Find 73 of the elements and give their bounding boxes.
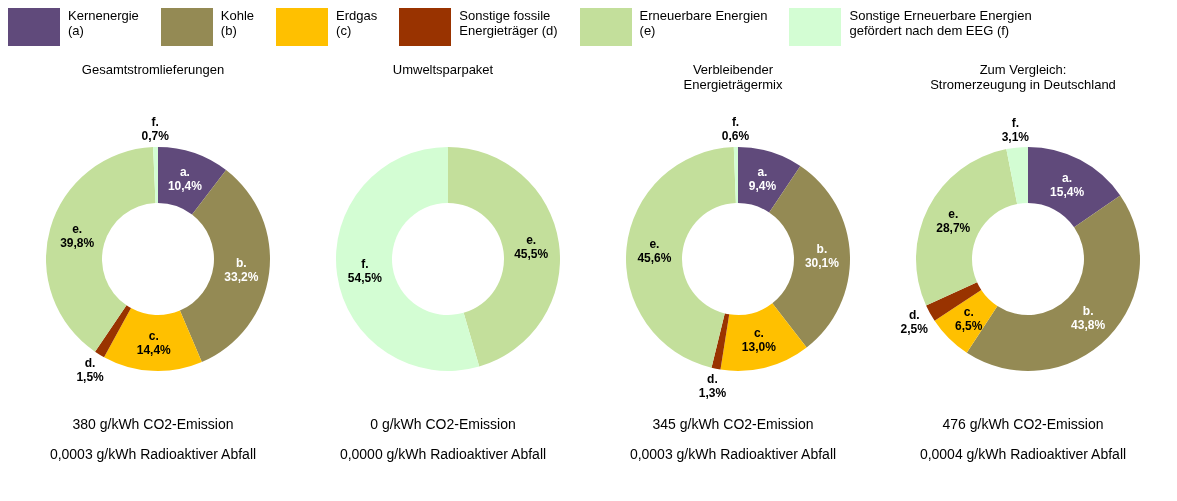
slice-label: c. (148, 328, 159, 343)
slice-label: b. (1082, 303, 1094, 318)
slice-label: f. (361, 256, 369, 271)
text: 0,0003 g/kWh Radioaktiver Abfall (49, 446, 257, 462)
text: Erneuerbare Energien (e) (639, 8, 768, 38)
data-label: 0,7% (141, 129, 170, 144)
donut-slice (1006, 147, 1028, 205)
slice-label: e. (72, 222, 83, 237)
text: 380 g/kWh CO2-Emission (72, 416, 234, 432)
chart-title: Umweltsparpaket (392, 62, 494, 79)
donut-slice (158, 147, 227, 215)
data-label: 30,1% (804, 256, 840, 271)
text: 345 g/kWh CO2-Emission (652, 416, 814, 432)
donut-slice (711, 313, 730, 370)
donut-slice (104, 308, 202, 371)
text: Kernenergie (a) (68, 8, 139, 38)
slice-label: a. (757, 164, 768, 179)
slice-label: e. (649, 236, 660, 251)
donut-slice (626, 147, 736, 368)
slice-label: b. (816, 242, 828, 257)
slice-label: e. (948, 206, 959, 221)
slice-label: d. (84, 355, 96, 370)
donut-slice (448, 147, 560, 367)
slice-label: c. (753, 326, 764, 341)
slice-label: d. (707, 372, 718, 387)
donut-slice (733, 147, 738, 204)
donut-slice (720, 303, 807, 371)
chart-title: Zum Vergleich: Stromerzeugung in Deutschland (930, 62, 1116, 94)
text: 0,0000 g/kWh Radioaktiver Abfall (339, 446, 547, 462)
text: 0 g/kWh CO2-Emission (370, 416, 516, 432)
data-label: 0,6% (721, 129, 750, 144)
text: 476 g/kWh CO2-Emission (942, 416, 1104, 432)
data-label: 33,2% (224, 269, 259, 284)
text: Kohle (b) (220, 8, 255, 38)
data-label: 13,0% (741, 340, 777, 355)
data-label: 10,4% (167, 179, 203, 194)
text: Sonstige Erneuerbare Energien gefördert nach dem EEG (f) (849, 8, 1032, 38)
chart-title: Verbleibender Energieträgermix (683, 62, 783, 94)
slice-label: d. (908, 307, 920, 322)
slice-label: c. (963, 304, 974, 319)
data-label: 1,3% (698, 386, 727, 401)
data-label: 2,5% (900, 321, 929, 336)
data-label: 54,5% (347, 270, 383, 285)
donut-slice (926, 282, 982, 321)
slice-label: f. (151, 115, 159, 130)
text: Erdgas (c) (336, 8, 378, 38)
data-label: 15,4% (1050, 184, 1085, 199)
text: 0,0004 g/kWh Radioaktiver Abfall (919, 446, 1127, 462)
slice-label: f. (731, 115, 740, 130)
donut-slice (1028, 147, 1121, 228)
slice-label: e. (526, 233, 537, 248)
donut-slice (153, 147, 158, 204)
data-label: 14,4% (136, 342, 172, 357)
data-label: 28,7% (936, 220, 971, 235)
donut-slice (738, 147, 801, 213)
data-label: 3,1% (1001, 129, 1030, 144)
text: Sonstige fossile Energieträger (d) (459, 8, 558, 38)
donut-slice (336, 147, 480, 371)
slice-label: a. (179, 165, 190, 180)
donut-slice (95, 305, 132, 358)
donut-slice (916, 149, 1018, 306)
data-label: 45,6% (637, 250, 672, 265)
data-label: 45,5% (514, 247, 549, 262)
chart-title: Gesamtstromlieferungen (81, 62, 225, 79)
text: 0,0003 g/kWh Radioaktiver Abfall (629, 446, 837, 462)
data-label: 43,8% (1071, 317, 1106, 332)
data-label: 39,8% (60, 236, 95, 251)
data-label: 1,5% (76, 369, 105, 384)
slice-label: a. (1062, 170, 1073, 185)
slice-label: f. (1011, 115, 1020, 130)
data-label: 9,4% (748, 178, 777, 193)
data-label: 6,5% (955, 318, 983, 333)
slice-label: b. (236, 255, 247, 270)
